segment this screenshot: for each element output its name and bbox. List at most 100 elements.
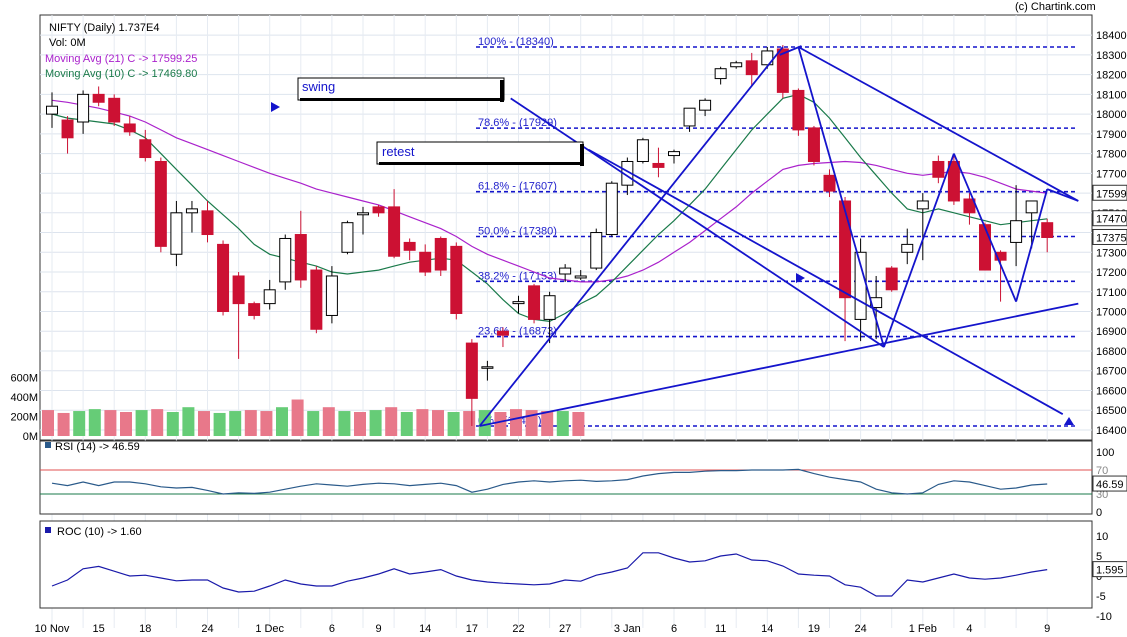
price-axis-tick: 18400 (1096, 30, 1127, 42)
price-axis-tick: 18300 (1096, 50, 1127, 62)
candle (683, 107, 696, 132)
candle-body-down (823, 174, 836, 192)
candle (434, 236, 447, 276)
grid (39, 14, 1093, 628)
candle-body-down (248, 303, 261, 316)
candle-body-down (201, 210, 214, 236)
candle-body-down (294, 234, 307, 281)
candle (403, 238, 416, 261)
rsi-axis-tick: 30 (1096, 489, 1108, 501)
retest-annotation[interactable]: retest (376, 141, 584, 166)
date-axis-tick: 24 (201, 623, 213, 635)
candle (388, 189, 401, 259)
trendline[interactable] (797, 46, 885, 348)
date-axis-tick: 15 (93, 623, 105, 635)
roc-axis-tick: 10 (1096, 531, 1108, 543)
price-axis-tick: 17800 (1096, 149, 1127, 161)
candlesticks (46, 45, 1054, 426)
price-axis-tick: 18100 (1096, 89, 1127, 101)
ma10-legend: Moving Avg (10) C -> 17469.80 (45, 68, 197, 80)
volume-bar (166, 412, 179, 436)
candle-body-down (885, 267, 898, 291)
candle-body-down (994, 251, 1007, 261)
volume-bar (572, 412, 585, 436)
roc-line (51, 552, 1048, 597)
candle (574, 270, 587, 280)
candle (901, 228, 914, 265)
rsi-axis-tick: 100 (1096, 447, 1114, 459)
candle (217, 240, 230, 316)
volume-axis-tick: 400M (10, 392, 38, 404)
candle (279, 234, 292, 290)
candle-body-down (792, 89, 805, 131)
candle (636, 137, 649, 164)
price-axis-tick: 17100 (1096, 287, 1127, 299)
candle (1010, 185, 1023, 267)
candle-body-up (636, 139, 649, 162)
volume-bar (104, 410, 117, 436)
trendline[interactable] (1046, 188, 1079, 202)
price-axis-tick: 16500 (1096, 405, 1127, 417)
roc-last-value: 1.595 (1096, 565, 1124, 577)
candle (419, 244, 432, 276)
candle-body-down (123, 123, 136, 133)
volume-readout: Vol: 0M (49, 37, 86, 49)
candle (979, 222, 991, 271)
trendline[interactable] (953, 153, 1017, 302)
rsi-panel-frame (39, 440, 1093, 515)
roc-panel-frame (39, 520, 1093, 609)
volume-bar (447, 412, 460, 436)
candle-body-down (745, 60, 758, 76)
date-axis-tick: 17 (466, 623, 478, 635)
candle-body-up (341, 222, 354, 253)
trendline[interactable] (479, 302, 1079, 427)
trendline[interactable] (478, 46, 784, 427)
roc-legend: ROC (10) -> 1.60 (57, 526, 142, 538)
candle (885, 266, 898, 292)
candle (947, 155, 960, 205)
trendline[interactable] (588, 148, 1064, 415)
trendline[interactable] (797, 46, 1079, 202)
last-price-label: 17375 (1096, 232, 1127, 244)
date-axis-tick: 11 (715, 623, 726, 635)
volume-axis-tick: 200M (10, 412, 38, 424)
trendline[interactable] (510, 97, 885, 348)
candle (46, 92, 58, 128)
candle (108, 94, 121, 126)
candle (1041, 218, 1054, 253)
date-axis-tick: 24 (854, 623, 866, 635)
trendline[interactable] (883, 153, 955, 348)
copyright-text: (c) Chartink.com (1015, 1, 1096, 13)
date-axis-tick: 4 (966, 623, 972, 635)
candle (92, 86, 105, 107)
candle-body-up (170, 212, 183, 255)
price-axis-tick: 17300 (1096, 247, 1127, 259)
swing-annotation[interactable]: swing (297, 77, 505, 102)
date-axis-tick: 22 (512, 623, 524, 635)
volume-bar (135, 410, 148, 436)
price-axis-tick: 17700 (1096, 168, 1127, 180)
candle-body-down (1041, 222, 1054, 238)
candle (792, 88, 805, 136)
last-price-box (1092, 210, 1127, 227)
candle (1025, 200, 1038, 249)
roc-legend-swatch (45, 527, 51, 533)
trendline[interactable] (1015, 188, 1049, 302)
volume-bar (291, 399, 304, 436)
candle-body-up (1025, 200, 1038, 214)
volume-bar (244, 410, 257, 436)
candle-body-up (699, 99, 712, 111)
candle (201, 200, 214, 243)
candle-body-up (559, 267, 572, 275)
candle-body-down (947, 160, 960, 202)
candle (61, 116, 74, 154)
volume-axis-tick: 0M (23, 431, 38, 443)
candle-body-up (574, 275, 587, 279)
candle (668, 149, 680, 164)
candle-body-up (683, 107, 696, 127)
candle (465, 339, 478, 426)
trendline[interactable] (779, 45, 802, 56)
candle-body-down (154, 160, 167, 247)
price-axis-tick: 18000 (1096, 109, 1127, 121)
date-axis-tick: 18 (139, 623, 151, 635)
